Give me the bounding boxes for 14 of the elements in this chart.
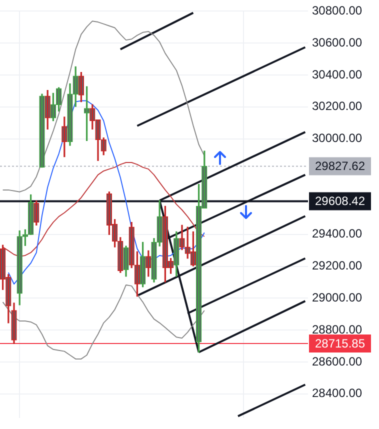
y-tick-label: 30800.00 xyxy=(312,4,362,18)
ref-line-label: 29827.62 xyxy=(314,159,366,174)
y-tick-label: 29400.00 xyxy=(312,226,362,241)
y-tick-label: 30000.00 xyxy=(312,131,362,146)
y-tick-label: 29200.00 xyxy=(312,258,362,273)
ref-line-label: 29608.42 xyxy=(314,194,366,208)
y-tick-label: 29000.00 xyxy=(312,290,362,305)
y-tick-label: 28600.00 xyxy=(312,354,362,368)
y-tick-label: 28800.00 xyxy=(312,322,362,336)
y-tick-label: 30400.00 xyxy=(312,67,362,82)
ref-line-label: 28715.85 xyxy=(314,336,366,350)
y-tick-label: 30600.00 xyxy=(312,35,362,50)
y-tick-label: 28400.00 xyxy=(312,386,362,400)
y-tick-label: 30200.00 xyxy=(312,99,362,114)
